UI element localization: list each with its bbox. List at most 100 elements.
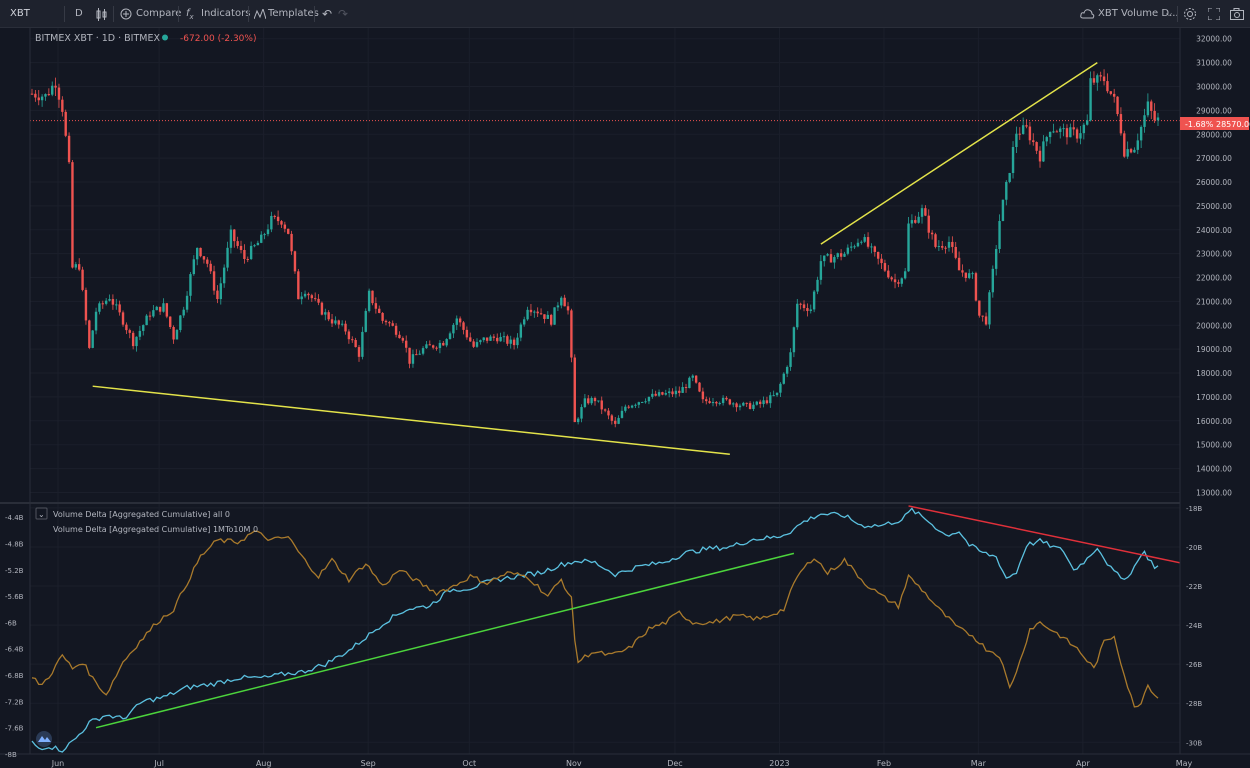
candle-body	[310, 295, 314, 299]
collapse-button[interactable]	[35, 507, 48, 520]
left-tick-label: -7.2B	[5, 698, 24, 706]
candle-body	[320, 302, 324, 315]
candle-body	[344, 323, 347, 332]
candle-body	[51, 85, 54, 95]
candle-body	[482, 337, 485, 341]
candle-body	[937, 246, 941, 248]
pane-separator[interactable]	[0, 502, 1250, 504]
candle-body	[1011, 147, 1015, 174]
left-tick-label: -8B	[5, 751, 17, 759]
candle-body	[573, 357, 576, 423]
candle-body	[246, 258, 249, 260]
candle-body	[1086, 120, 1089, 125]
candle-body	[624, 406, 627, 411]
candle-body	[576, 418, 580, 423]
candle-body	[974, 273, 978, 301]
time-tick-label: Jul	[153, 759, 164, 768]
candle-body	[856, 242, 860, 247]
toolbar-divider	[314, 6, 315, 22]
candle-body	[897, 282, 900, 284]
candle-body	[816, 279, 819, 292]
candle-body	[118, 304, 121, 313]
candle-body	[199, 247, 202, 257]
candle-body	[1062, 128, 1065, 130]
candle-body	[263, 234, 266, 236]
candle-body	[357, 347, 361, 357]
candle-body	[260, 234, 263, 243]
candle-body	[431, 345, 435, 348]
candle-body	[593, 397, 597, 402]
right-tick-label: -30B	[1186, 739, 1202, 747]
candle-body	[644, 401, 647, 403]
candle-body	[162, 303, 165, 312]
candle-body	[398, 334, 401, 339]
candle-body	[1136, 140, 1139, 150]
layout-name[interactable]: XBT Volume D...	[1098, 8, 1179, 19]
price-tick-label: 21000.00	[1196, 297, 1232, 306]
candle-body	[900, 278, 903, 284]
candle-body	[684, 387, 688, 389]
camera-icon[interactable]	[1230, 8, 1244, 20]
candle-body	[472, 341, 475, 347]
candle-body	[566, 306, 570, 311]
candle-body	[988, 292, 991, 325]
candle-body	[941, 246, 944, 248]
candle-body	[647, 396, 651, 402]
candle-body	[169, 316, 172, 327]
candle-body	[202, 256, 206, 260]
candle-body	[920, 208, 924, 217]
fullscreen-icon[interactable]	[1208, 8, 1220, 20]
candle-body	[448, 333, 452, 340]
chart-canvas[interactable]: 32000.00 31000.00 30000.00 29000.00 28000.00…	[0, 28, 1250, 768]
candle-body	[994, 248, 998, 269]
right-tick-label: -28B	[1186, 700, 1202, 708]
candle-body	[944, 247, 947, 249]
right-tick-label: -24B	[1186, 622, 1202, 630]
candle-body	[705, 399, 708, 402]
candle-body	[984, 316, 988, 325]
compare-button[interactable]: Compare	[136, 8, 182, 19]
indicator-trendlines[interactable]	[95, 505, 1189, 729]
candle-body	[833, 257, 836, 263]
candle-body	[711, 401, 715, 404]
candle-body	[84, 289, 88, 321]
candle-body	[1119, 114, 1123, 134]
price-candles	[30, 69, 1160, 428]
volume-delta-orange-line	[31, 530, 1159, 708]
candle-body	[657, 392, 661, 396]
candle-body	[327, 312, 330, 320]
candle-body	[802, 304, 806, 309]
candle-body	[158, 306, 162, 312]
templates-button[interactable]: Templates	[268, 8, 319, 19]
undo-icon[interactable]: ↶	[322, 7, 333, 21]
price-tick-label: 14000.00	[1196, 465, 1232, 474]
candle-body	[765, 400, 769, 404]
candle-body	[785, 366, 789, 374]
candle-body	[361, 331, 364, 357]
candle-body	[796, 303, 799, 328]
redo-icon[interactable]: ↷	[338, 7, 349, 21]
candle-body	[954, 246, 957, 258]
indicators-button[interactable]: Indicators	[201, 8, 251, 19]
left-tick-label: -7.6B	[5, 725, 24, 733]
chevron-down-icon[interactable]: ⌵	[1166, 9, 1173, 18]
time-tick-label: Mar	[971, 759, 987, 768]
time-tick-label: Apr	[1076, 759, 1091, 768]
candle-body	[189, 274, 192, 296]
candle-body	[907, 223, 910, 272]
candle-body	[526, 309, 529, 320]
candle-body	[927, 215, 930, 233]
candlestick-type-icon[interactable]	[96, 8, 108, 21]
candle-body	[1143, 115, 1146, 127]
price-trendlines[interactable]	[92, 61, 1098, 455]
candle-body	[172, 326, 175, 340]
candle-body	[469, 337, 472, 342]
symbol-search[interactable]: XBT	[10, 8, 30, 19]
current-price-change: -1.68%	[1185, 120, 1214, 129]
candle-body	[836, 253, 839, 258]
gear-icon[interactable]	[1183, 7, 1197, 21]
candle-body	[411, 354, 415, 364]
interval-button[interactable]: D	[75, 8, 83, 19]
candle-body	[603, 409, 607, 411]
candle-body	[256, 242, 260, 246]
